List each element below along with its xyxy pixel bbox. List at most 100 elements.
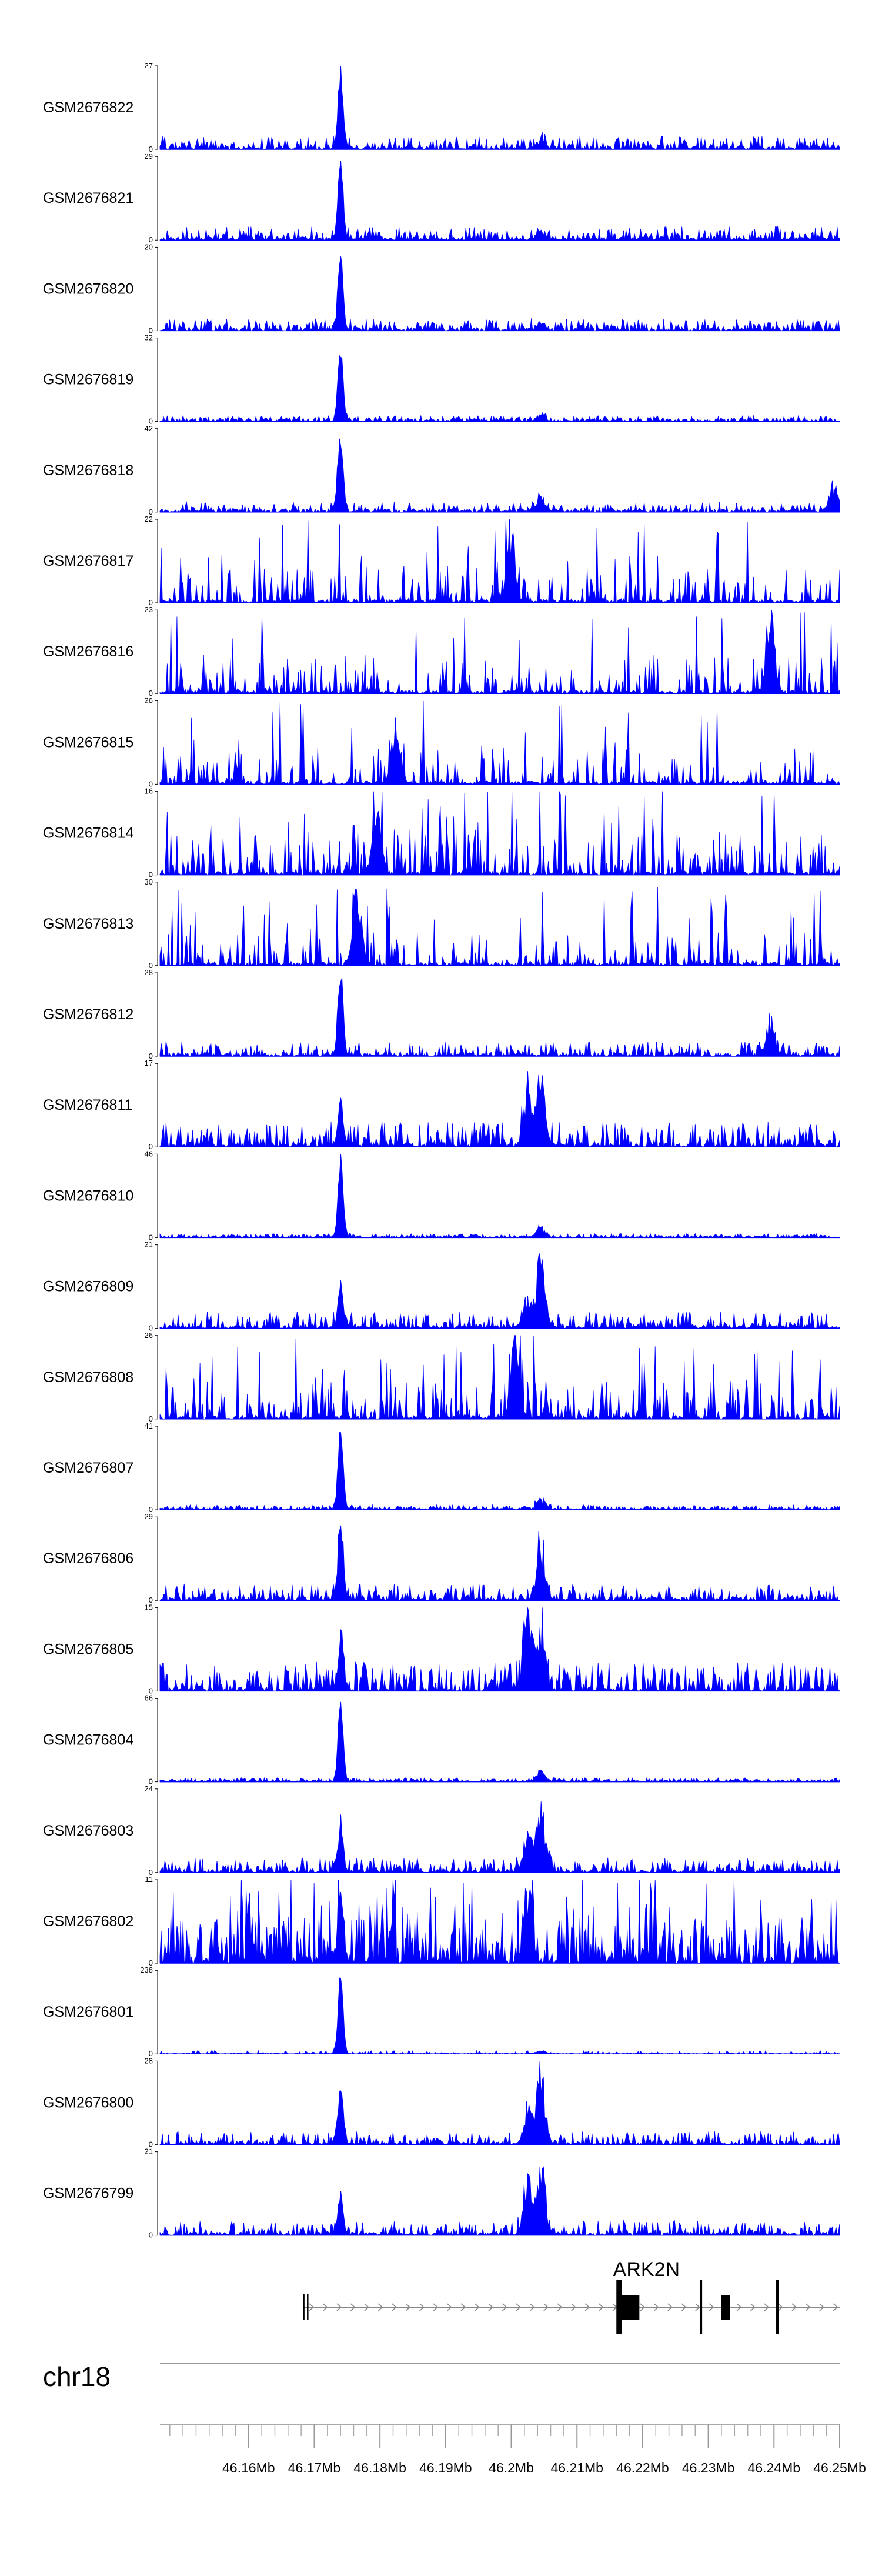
coverage-area [159, 256, 840, 332]
coverage-area [159, 887, 840, 967]
y-min-label: 0 [149, 598, 153, 607]
y-axis-bracket [155, 1788, 158, 1873]
track-label: GSM2676821 [43, 190, 133, 206]
strand-chevron [653, 2303, 659, 2311]
y-max-label: 21 [145, 2147, 153, 2156]
strand-chevron [377, 2303, 383, 2311]
strand-chevron [667, 2303, 673, 2311]
y-max-label: 41 [145, 1422, 153, 1430]
y-max-label: 29 [145, 152, 153, 161]
track-label: GSM2676810 [43, 1187, 133, 1204]
track-GSM2676816: GSM2676816 23 0 [43, 605, 840, 698]
y-max-label: 26 [145, 1331, 153, 1340]
track-label: GSM2676804 [43, 1732, 133, 1749]
coverage-area [159, 1525, 840, 1601]
coverage-tracks: GSM2676822270GSM2676821290GSM2676820200G… [43, 61, 840, 2240]
strand-chevron [640, 2303, 646, 2311]
strand-chevron [764, 2303, 770, 2311]
track-GSM2676800: GSM2676800 28 0 [43, 2056, 840, 2148]
x-tick-label: 46.24Mb [748, 2460, 801, 2475]
coverage-area [159, 700, 840, 785]
track-label: GSM2676801 [43, 2004, 133, 2020]
strand-chevron [695, 2303, 700, 2311]
track-GSM2676803: GSM2676803 24 0 [43, 1784, 840, 1877]
strand-chevron [405, 2303, 411, 2311]
y-min-label: 0 [149, 1142, 153, 1151]
track-label: GSM2676800 [43, 2094, 133, 2111]
coverage-area [159, 65, 840, 151]
coverage-area [159, 1252, 840, 1330]
strand-chevron [322, 2303, 328, 2311]
y-max-label: 42 [145, 424, 153, 433]
y-axis-bracket [155, 882, 158, 966]
y-axis-bracket [155, 1607, 158, 1691]
y-max-label: 238 [140, 1966, 153, 1974]
x-tick-label: 46.25Mb [813, 2460, 866, 2475]
y-min-label: 0 [149, 1505, 153, 1514]
strand-chevron [571, 2303, 576, 2311]
strand-chevron [709, 2303, 714, 2311]
strand-chevron [543, 2303, 549, 2311]
strand-chevron [777, 2303, 783, 2311]
strand-chevron [819, 2303, 824, 2311]
y-axis-bracket [155, 2151, 158, 2236]
strand-chevron [447, 2303, 452, 2311]
coverage-area [159, 1071, 840, 1148]
x-tick-label: 46.19Mb [419, 2460, 472, 2475]
y-max-label: 46 [145, 1149, 153, 1158]
y-min-label: 0 [149, 508, 153, 516]
coverage-area [159, 519, 840, 604]
track-GSM2676822: GSM2676822 27 0 [43, 61, 840, 154]
strand-chevron [750, 2303, 756, 2311]
strand-chevron [488, 2303, 494, 2311]
coverage-area [159, 1432, 840, 1511]
x-tick-label: 46.16Mb [222, 2460, 275, 2475]
strand-chevron [833, 2303, 838, 2311]
exon [721, 2295, 730, 2320]
coverage-area [159, 1977, 840, 2055]
y-min-label: 0 [149, 1958, 153, 1967]
coverage-area [159, 791, 840, 876]
y-axis-bracket [155, 156, 158, 241]
gene-annotation-track: ARK2N [303, 2258, 840, 2334]
y-max-label: 23 [145, 605, 153, 614]
y-max-label: 30 [145, 877, 153, 886]
coverage-area [159, 2061, 840, 2145]
exon [776, 2280, 779, 2334]
y-axis-bracket [155, 2060, 158, 2145]
track-label: GSM2676818 [43, 462, 133, 479]
y-min-label: 0 [149, 870, 153, 879]
track-GSM2676818: GSM2676818 42 0 [43, 424, 840, 516]
y-min-label: 0 [149, 145, 153, 154]
x-tick-label: 46.18Mb [353, 2460, 406, 2475]
gene-label: ARK2N [613, 2258, 680, 2281]
track-GSM2676807: GSM2676807 41 0 [43, 1422, 840, 1514]
y-min-label: 0 [149, 2049, 153, 2058]
coverage-area [159, 2166, 840, 2237]
track-label: GSM2676802 [43, 1913, 133, 1930]
strand-chevron [557, 2303, 563, 2311]
y-min-label: 0 [149, 1414, 153, 1423]
y-axis-bracket [155, 1153, 158, 1238]
track-label: GSM2676822 [43, 99, 133, 116]
coverage-area [159, 977, 840, 1057]
strand-chevron [584, 2303, 590, 2311]
track-GSM2676809: GSM2676809 21 0 [43, 1240, 840, 1333]
track-label: GSM2676813 [43, 916, 133, 932]
y-axis-bracket [155, 1244, 158, 1329]
track-label: GSM2676807 [43, 1460, 133, 1476]
y-min-label: 0 [149, 2140, 153, 2148]
y-min-label: 0 [149, 689, 153, 698]
track-GSM2676811: GSM2676811 17 0 [43, 1059, 840, 1151]
coverage-area [159, 1335, 840, 1420]
track-label: GSM2676811 [43, 1097, 132, 1113]
track-GSM2676808: GSM2676808 26 0 [43, 1331, 840, 1423]
y-axis-bracket [155, 1698, 158, 1783]
y-max-label: 66 [145, 1694, 153, 1703]
y-max-label: 32 [145, 333, 153, 342]
strand-chevron [805, 2303, 811, 2311]
y-min-label: 0 [149, 1324, 153, 1333]
y-max-label: 29 [145, 1512, 153, 1521]
track-label: GSM2676799 [43, 2185, 133, 2202]
